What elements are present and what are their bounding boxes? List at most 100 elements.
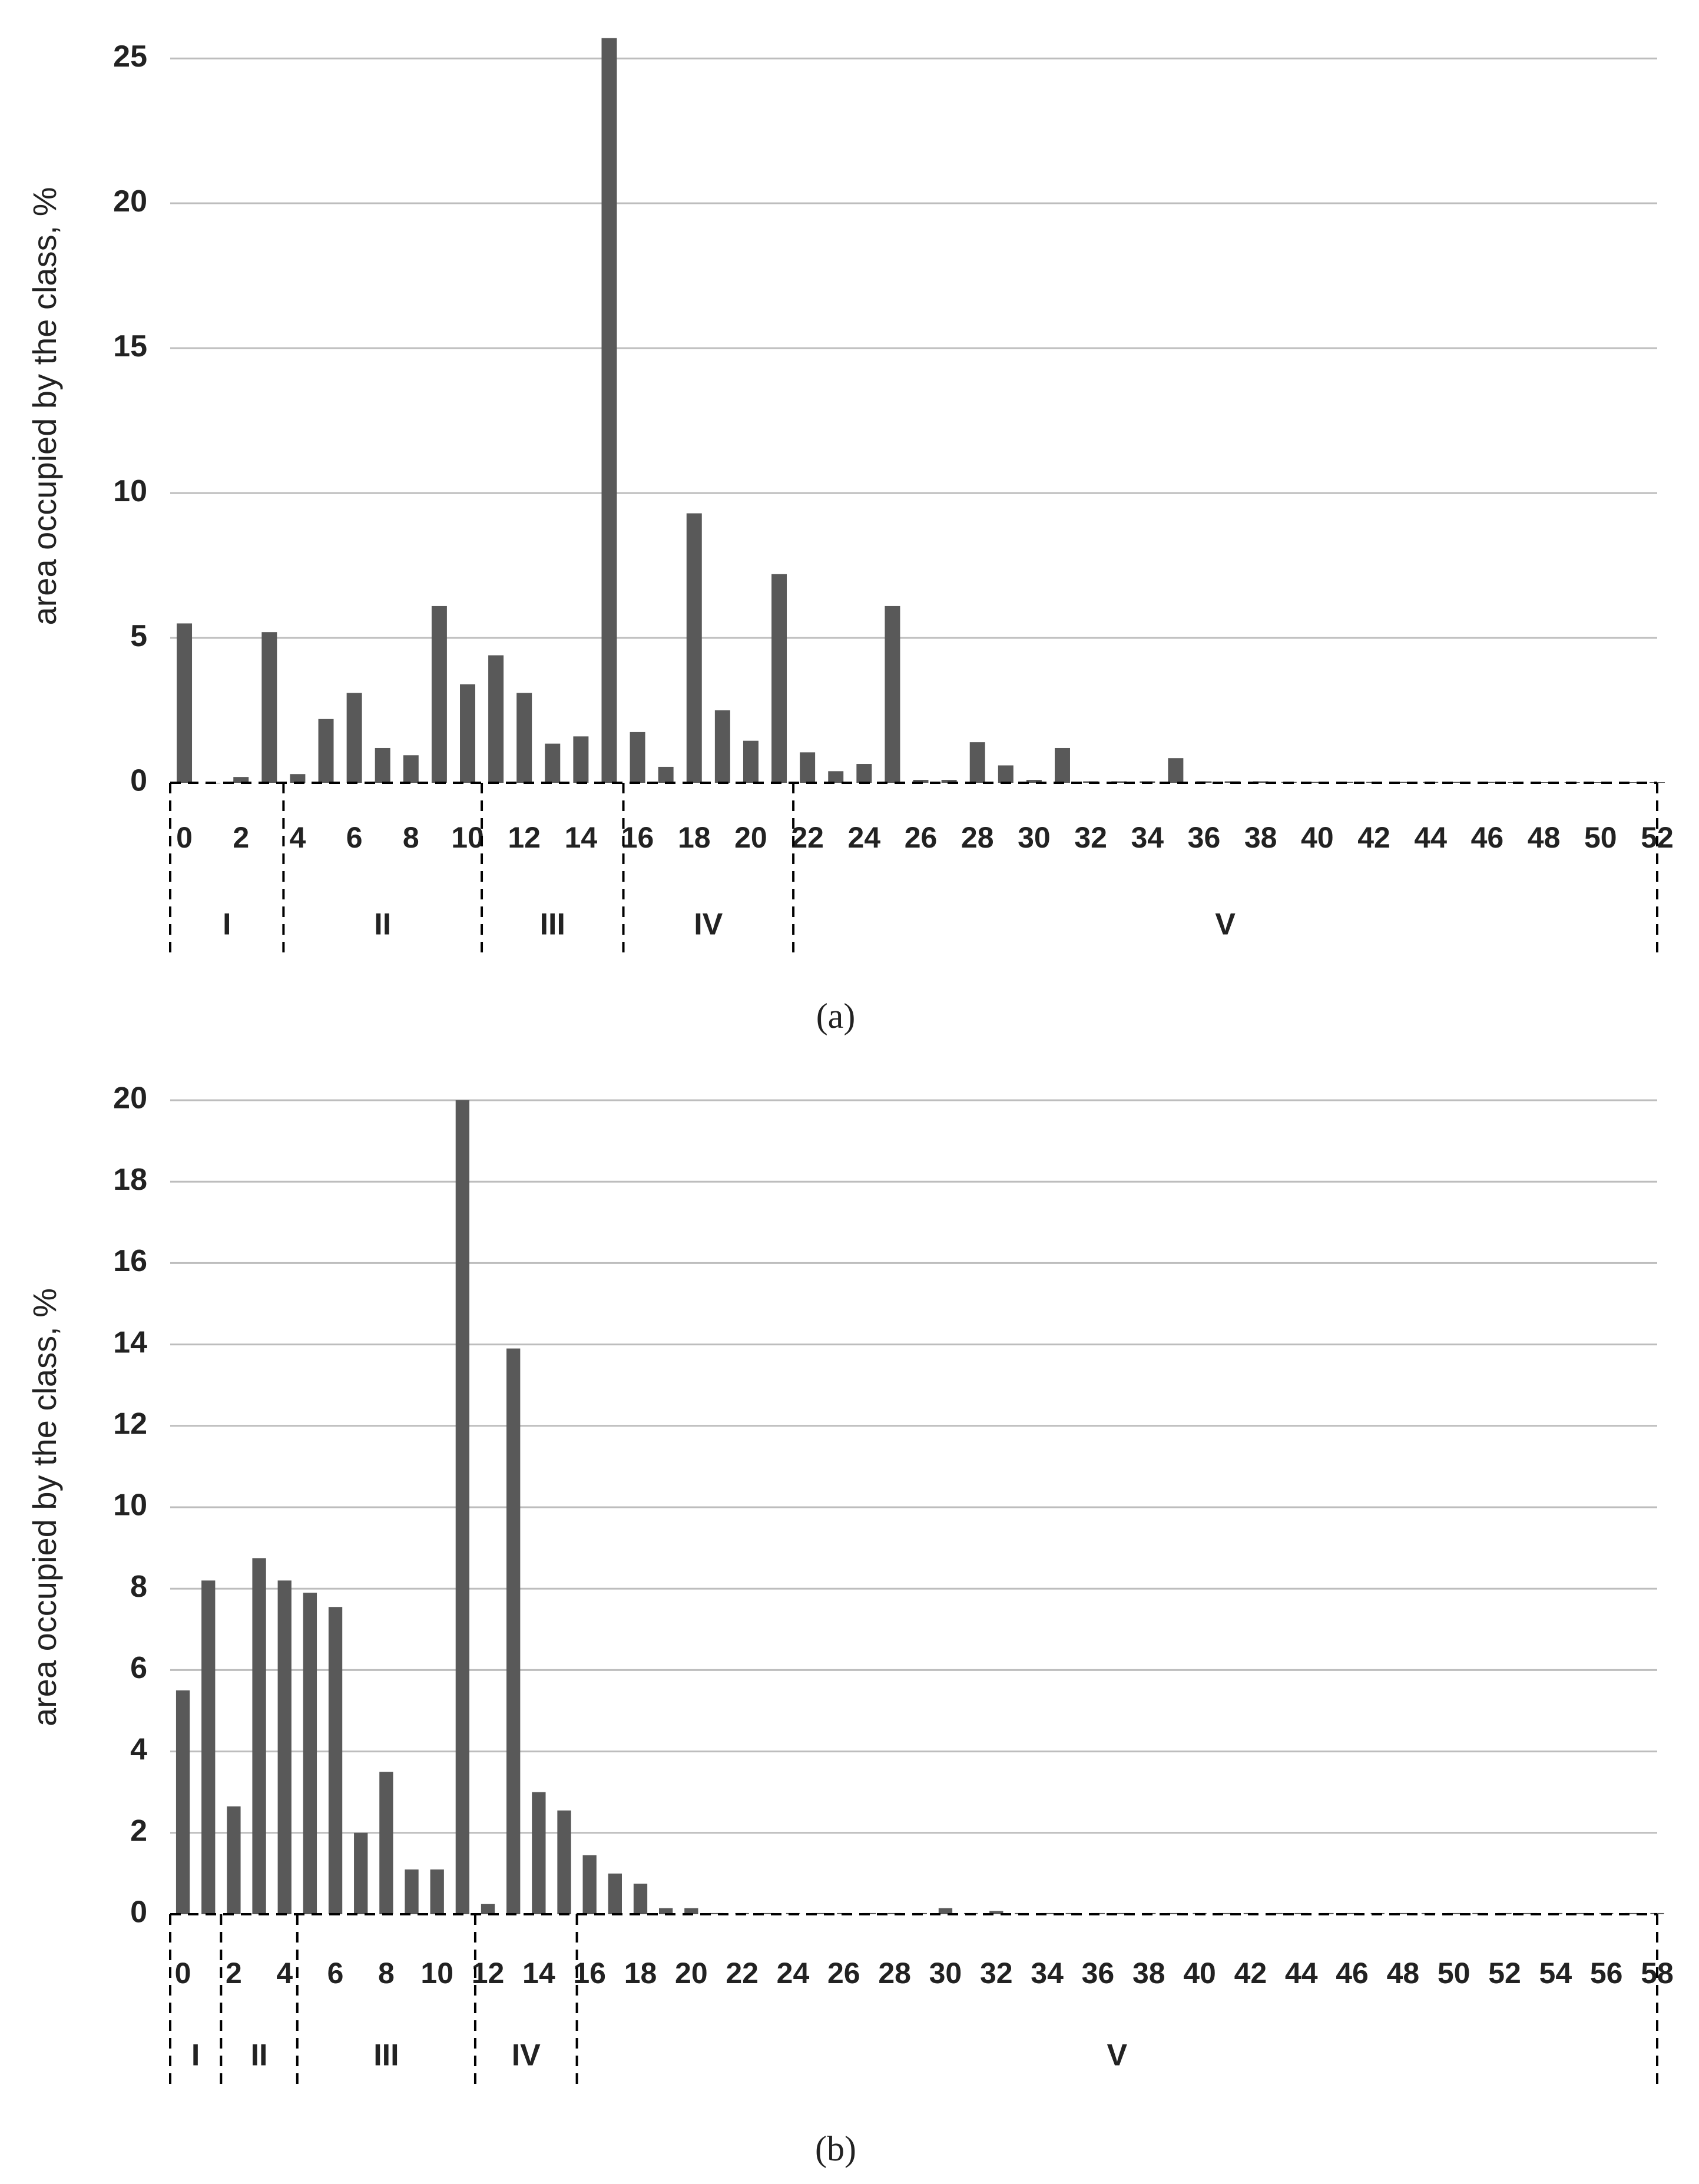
x-tick-label: 50 [1438, 1957, 1471, 1990]
bar [686, 513, 702, 783]
bar [601, 38, 617, 783]
bar [582, 1855, 597, 1914]
x-tick-label: 56 [1590, 1957, 1623, 1990]
y-tick-label: 15 [113, 329, 147, 363]
bar [811, 1912, 826, 1914]
bar [1592, 782, 1608, 783]
y-tick-label: 12 [113, 1407, 147, 1441]
x-tick-label: 32 [1074, 821, 1107, 854]
x-tick-label: 12 [508, 821, 541, 854]
bar [318, 719, 334, 783]
y-tick-label: 2 [130, 1814, 147, 1848]
y-tick-label: 8 [130, 1570, 147, 1604]
bar [346, 693, 362, 783]
y-tick-label: 14 [113, 1325, 147, 1359]
bar [290, 774, 306, 783]
bar [1253, 781, 1269, 783]
x-tick-label: 36 [1082, 1957, 1115, 1990]
bar [460, 684, 475, 783]
x-tick-label: 42 [1234, 1957, 1267, 1990]
bar [1396, 1912, 1410, 1914]
bar [557, 1810, 571, 1914]
bar [1447, 1912, 1461, 1914]
bar [227, 1806, 241, 1914]
bar [1395, 782, 1410, 783]
group-label: II [251, 2039, 268, 2073]
bar [481, 1904, 495, 1914]
group-label: V [1107, 2039, 1127, 2073]
bar [1111, 781, 1127, 783]
x-tick-label: 48 [1387, 1957, 1420, 1990]
bar [1345, 1912, 1359, 1914]
group-label: I [191, 2039, 200, 2073]
x-tick-label: 54 [1539, 1957, 1572, 1990]
group-label: II [374, 908, 391, 942]
x-tick-label: 50 [1584, 821, 1617, 854]
bar [573, 736, 589, 783]
group-label: IV [694, 908, 723, 942]
caption: (a) [816, 997, 856, 1035]
bar [1040, 1912, 1054, 1914]
x-tick-label: 38 [1244, 821, 1277, 854]
y-tick-label: 18 [113, 1163, 147, 1197]
bar [658, 766, 674, 783]
bar [455, 1100, 470, 1914]
bar [405, 1869, 419, 1914]
x-tick-label: 28 [961, 821, 994, 854]
bar [1574, 1912, 1588, 1914]
bar [608, 1873, 622, 1914]
y-axis-label: area occupied by the class, % [26, 1288, 63, 1726]
x-tick-label: 28 [878, 1957, 911, 1990]
x-tick-label: 36 [1188, 821, 1221, 854]
bar [989, 1911, 1003, 1914]
x-tick-label: 20 [734, 821, 767, 854]
bar [328, 1607, 343, 1914]
x-tick-label: 20 [675, 1957, 708, 1990]
x-tick-label: 2 [233, 821, 249, 854]
x-tick-label: 14 [565, 821, 598, 854]
bar [885, 605, 900, 783]
bar [506, 1348, 521, 1914]
y-tick-label: 10 [113, 1488, 147, 1523]
x-tick-label: 42 [1357, 821, 1390, 854]
x-tick-label: 24 [848, 821, 881, 854]
group-label: III [540, 908, 565, 942]
bar [488, 655, 504, 783]
bar [1218, 1912, 1232, 1914]
x-tick-label: 22 [726, 1957, 759, 1990]
bar [261, 632, 277, 783]
x-tick-label: 44 [1414, 821, 1447, 854]
bar [913, 780, 929, 783]
bar [659, 1908, 673, 1914]
x-tick-label: 38 [1132, 1957, 1165, 1990]
bar [430, 1869, 444, 1914]
y-tick-label: 4 [130, 1732, 147, 1766]
bar [1309, 782, 1325, 783]
x-tick-label: 52 [1488, 1957, 1521, 1990]
bar [800, 752, 816, 783]
x-tick-label: 8 [403, 821, 419, 854]
x-tick-label: 10 [420, 1957, 453, 1990]
x-tick-label: 24 [777, 1957, 810, 1990]
x-tick-label: 4 [276, 1957, 293, 1990]
group-label: III [373, 2039, 399, 2073]
x-tick-label: 18 [678, 821, 711, 854]
x-tick-label: 40 [1183, 1957, 1216, 1990]
bar [403, 755, 419, 783]
y-tick-label: 10 [113, 474, 147, 508]
bar [431, 605, 447, 783]
bar [175, 1690, 190, 1914]
bar [201, 1580, 216, 1914]
group-label: IV [512, 2039, 541, 2073]
y-tick-label: 16 [113, 1244, 147, 1278]
x-tick-label: 44 [1285, 1957, 1318, 1990]
bar [252, 1558, 266, 1914]
x-tick-label: 8 [378, 1957, 395, 1990]
bar [969, 742, 985, 783]
bar [760, 1912, 774, 1914]
x-tick-label: 6 [327, 1957, 344, 1990]
bar [941, 780, 957, 783]
bar [1536, 782, 1552, 783]
x-tick-label: 46 [1471, 821, 1504, 854]
